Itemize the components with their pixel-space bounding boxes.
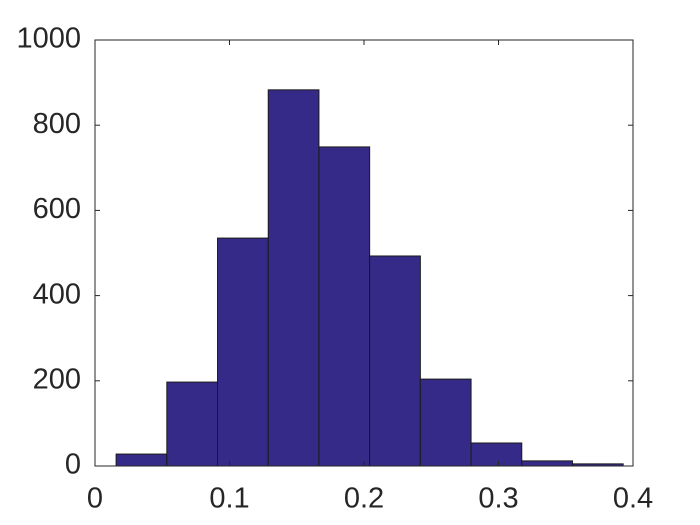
x-tick-label: 0.4 [613, 483, 653, 515]
x-tick-label: 0.2 [344, 483, 384, 515]
bar [470, 442, 523, 467]
y-tick-label: 600 [33, 193, 81, 225]
y-tick-label: 0 [65, 449, 81, 481]
bar [318, 146, 371, 467]
bar [521, 460, 573, 467]
x-tick-label: 0.3 [478, 483, 518, 515]
bar [267, 89, 320, 467]
bar [419, 378, 472, 467]
x-tick-label: 0 [87, 483, 103, 515]
y-tick-label: 1000 [16, 23, 81, 55]
y-tick-label: 800 [33, 108, 81, 140]
y-tick-label: 400 [33, 278, 81, 310]
bar [166, 381, 219, 467]
bar [115, 453, 168, 467]
x-tick-label: 0.1 [209, 483, 249, 515]
bar [217, 237, 269, 467]
bar [369, 255, 421, 467]
y-tick-label: 200 [33, 363, 81, 395]
